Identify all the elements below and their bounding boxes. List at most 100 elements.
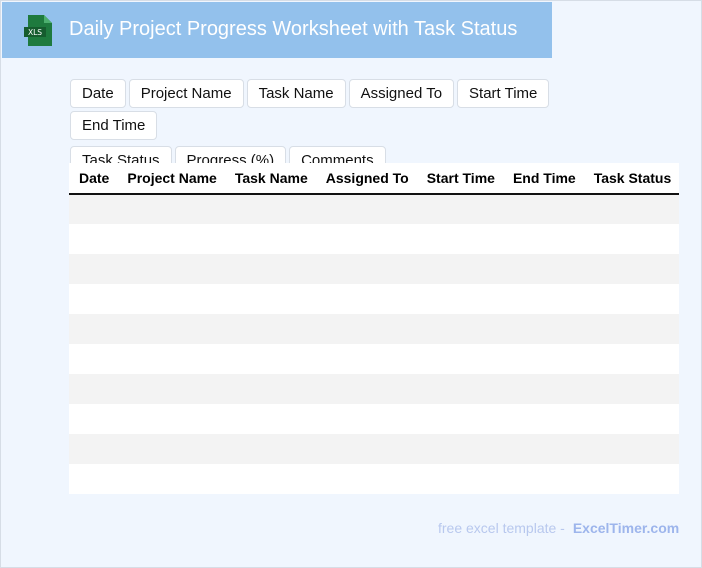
table-cell[interactable] [117,374,225,404]
table-row [69,374,679,404]
table-cell[interactable] [224,404,316,434]
column-header[interactable]: Task Name [224,163,316,195]
column-header[interactable]: Start Time [416,163,503,195]
table-cell[interactable] [224,434,316,464]
table-cell[interactable] [315,344,417,374]
table-cell[interactable] [224,254,316,284]
column-header[interactable]: Project Name [117,163,225,195]
table-cell[interactable] [416,194,503,224]
table-cell[interactable] [315,374,417,404]
table-cell[interactable] [117,464,225,494]
table-row [69,254,679,284]
table-cell[interactable] [69,344,118,374]
table-row [69,434,679,464]
table-cell[interactable] [69,224,118,254]
column-header[interactable]: Task Status [583,163,679,195]
table-row [69,194,679,224]
table-cell[interactable] [69,194,118,224]
field-chip[interactable]: Project Name [128,79,244,108]
table-cell[interactable] [315,194,417,224]
table-cell[interactable] [117,404,225,434]
column-header[interactable]: End Time [502,163,584,195]
table-cell[interactable] [224,344,316,374]
table-cell[interactable] [502,254,584,284]
table-row [69,284,679,314]
table-cell[interactable] [416,344,503,374]
table-cell[interactable] [315,434,417,464]
table-cell[interactable] [117,284,225,314]
table-cell[interactable] [502,374,584,404]
table-cell[interactable] [416,254,503,284]
table-cell[interactable] [583,404,679,434]
table-cell[interactable] [502,194,584,224]
svg-text:XLS: XLS [28,28,42,37]
table-cell[interactable] [416,404,503,434]
table-cell[interactable] [583,224,679,254]
footer-credit: free excel template - ExcelTimer.com [438,520,679,536]
table-cell[interactable] [117,434,225,464]
column-header[interactable]: Date [69,163,118,195]
table-cell[interactable] [224,314,316,344]
table-cell[interactable] [502,464,584,494]
table-cell[interactable] [416,374,503,404]
table-cell[interactable] [224,224,316,254]
table-cell[interactable] [224,374,316,404]
table-cell[interactable] [117,194,225,224]
table-cell[interactable] [416,224,503,254]
table-row [69,404,679,434]
table-cell[interactable] [117,314,225,344]
table-cell[interactable] [69,254,118,284]
table-cell[interactable] [315,224,417,254]
table-cell[interactable] [315,314,417,344]
table-cell[interactable] [583,314,679,344]
table-row [69,224,679,254]
field-chip[interactable]: Assigned To [348,79,455,108]
table-cell[interactable] [224,194,316,224]
table-cell[interactable] [117,254,225,284]
column-header[interactable]: Assigned To [315,163,417,195]
table-cell[interactable] [416,464,503,494]
table-cell[interactable] [583,434,679,464]
table-cell[interactable] [583,344,679,374]
table-cell[interactable] [502,434,584,464]
table-cell[interactable] [315,254,417,284]
table-cell[interactable] [117,344,225,374]
table-cell[interactable] [583,284,679,314]
table-cell[interactable] [315,284,417,314]
table-cell[interactable] [69,314,118,344]
table-cell[interactable] [69,464,118,494]
table-cell[interactable] [416,314,503,344]
field-chip[interactable]: Start Time [457,79,550,108]
field-chip[interactable]: Task Name [246,79,346,108]
table-cell[interactable] [224,464,316,494]
table-cell[interactable] [583,374,679,404]
table-cell[interactable] [69,434,118,464]
table-cell[interactable] [502,314,584,344]
table-cell[interactable] [583,254,679,284]
table-header-row: Date Project Name Task Name Assigned To Star… [69,163,679,195]
table-cell[interactable] [315,464,417,494]
page-title: Daily Project Progress Worksheet with Ta… [69,18,518,40]
table-cell[interactable] [69,404,118,434]
table-cell[interactable] [502,404,584,434]
field-chip[interactable]: Date [70,79,126,108]
table-cell[interactable] [224,284,316,314]
data-table[interactable]: Date Project Name Task Name Assigned To Star… [69,163,679,494]
table-cell[interactable] [69,374,118,404]
table-cell[interactable] [502,344,584,374]
table-row [69,464,679,494]
table-cell[interactable] [502,284,584,314]
table-cell[interactable] [583,464,679,494]
table-cell[interactable] [117,224,225,254]
title-banner: XLS Daily Project Progress Worksheet wit… [2,2,552,58]
footer-brand-link[interactable]: ExcelTimer.com [572,520,680,536]
table-row [69,344,679,374]
field-chip[interactable]: End Time [70,111,158,140]
table-cell[interactable] [416,284,503,314]
table-cell[interactable] [69,284,118,314]
table-cell[interactable] [502,224,584,254]
table-cell[interactable] [315,404,417,434]
table-cell[interactable] [416,434,503,464]
field-chips: Date Project Name Task Name Assigned To Star… [70,79,630,175]
table-cell[interactable] [583,194,679,224]
